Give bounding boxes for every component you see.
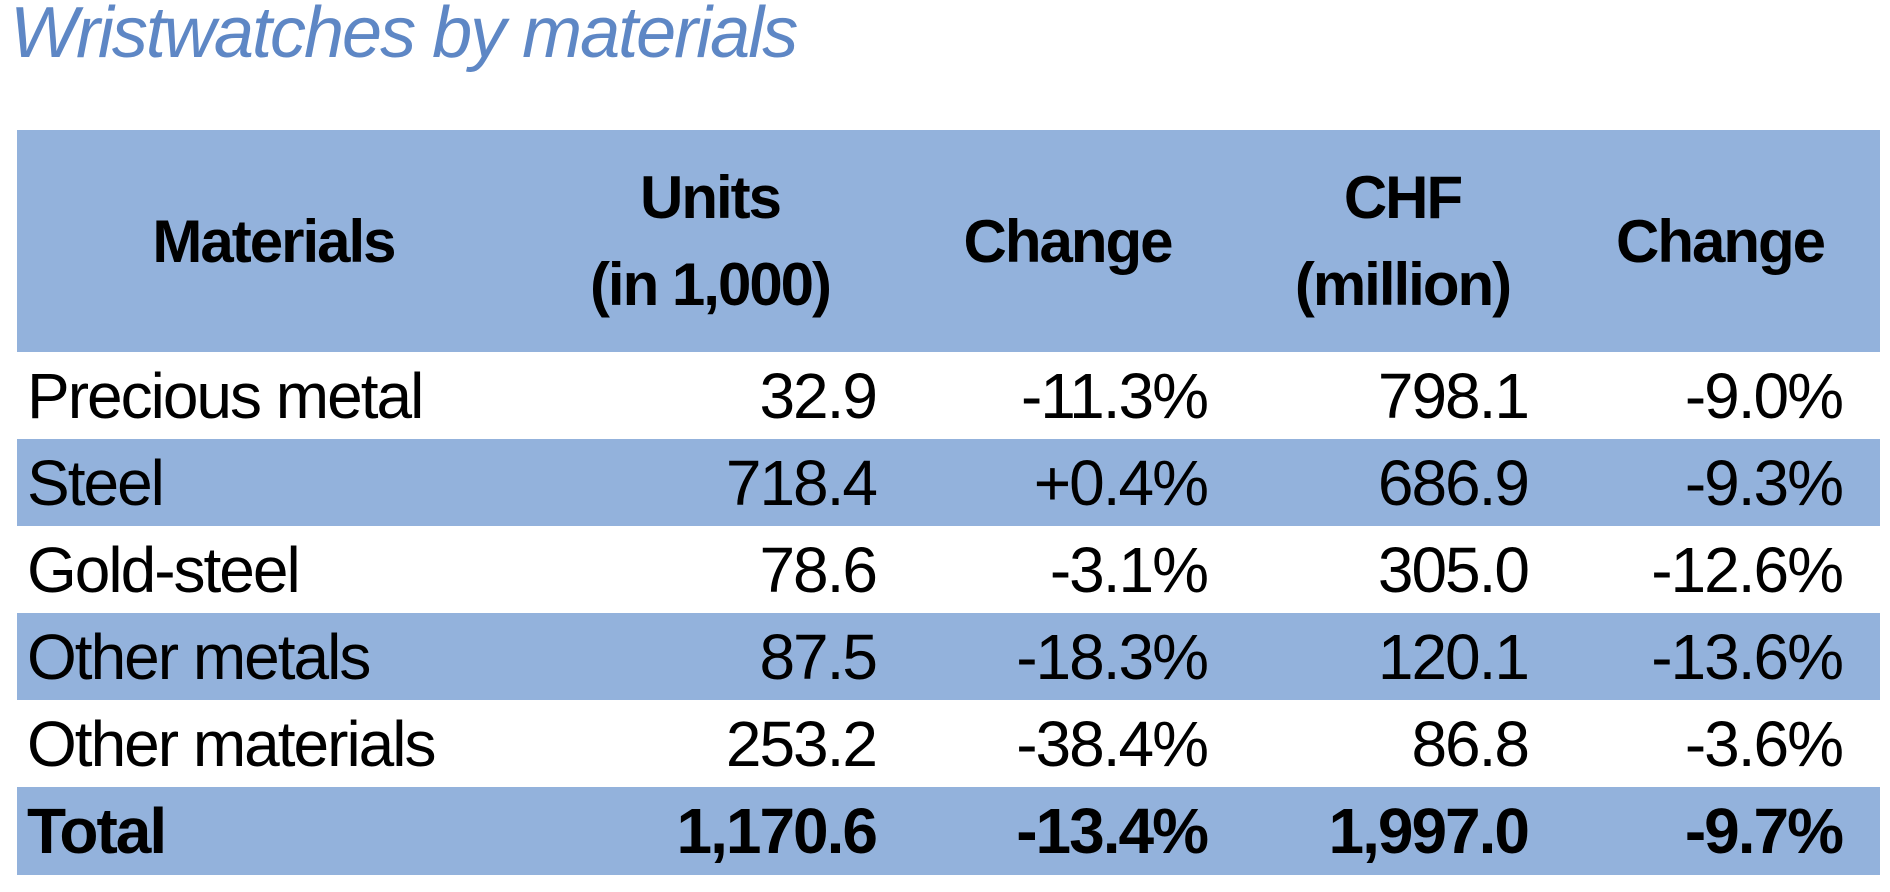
- table-row: Other metals 87.5 -18.3% 120.1 -13.6%: [17, 613, 1880, 700]
- cell-units: 87.5: [759, 620, 878, 693]
- cell-chf: 120.1: [1377, 620, 1530, 693]
- col-header-units-change: Change: [963, 207, 1173, 275]
- cell-units-change: -11.3%: [1020, 359, 1209, 432]
- cell-chf-change: -9.0%: [1684, 359, 1844, 432]
- cell-units: 718.4: [725, 446, 878, 519]
- cell-material: Precious metal: [27, 359, 424, 432]
- cell-material: Other materials: [27, 707, 436, 780]
- cell-chf: 686.9: [1377, 446, 1530, 519]
- col-header-chf: CHF (million): [1294, 164, 1512, 318]
- cell-units: 253.2: [725, 707, 878, 780]
- cell-material: Gold-steel: [27, 533, 301, 606]
- wristwatch-materials-table: Materials Units (in 1,000) Change CHF (m…: [17, 130, 1880, 875]
- table-header-row: Materials Units (in 1,000) Change CHF (m…: [17, 130, 1880, 352]
- table-row: Steel 718.4 +0.4% 686.9 -9.3%: [17, 439, 1880, 526]
- cell-chf: 798.1: [1377, 359, 1530, 432]
- page-title: Wristwatches by materials: [10, 0, 798, 73]
- cell-units-change: -18.3%: [1016, 620, 1209, 693]
- table-row: Other materials 253.2 -38.4% 86.8 -3.6%: [17, 700, 1880, 787]
- col-header-chf-change: Change: [1615, 207, 1826, 275]
- cell-chf-change: -13.6%: [1651, 620, 1844, 693]
- cell-units: 1,170.6: [676, 795, 878, 867]
- cell-units-change: -3.1%: [1049, 533, 1209, 606]
- cell-chf-change: -3.6%: [1684, 707, 1844, 780]
- cell-material: Other metals: [27, 620, 371, 693]
- table-row: Gold-steel 78.6 -3.1% 305.0 -12.6%: [17, 526, 1880, 613]
- cell-chf-change: -9.7%: [1684, 795, 1844, 867]
- cell-units-change: -38.4%: [1016, 707, 1209, 780]
- col-header-units: Units (in 1,000): [589, 164, 832, 318]
- cell-chf-change: -12.6%: [1651, 533, 1844, 606]
- table-total-row: Total 1,170.6 -13.4% 1,997.0 -9.7%: [17, 787, 1880, 875]
- cell-material: Steel: [27, 446, 165, 519]
- cell-chf: 1,997.0: [1328, 795, 1530, 867]
- table-row: Precious metal 32.9 -11.3% 798.1 -9.0%: [17, 352, 1880, 439]
- col-header-materials: Materials: [152, 207, 396, 275]
- cell-units: 78.6: [759, 533, 878, 606]
- cell-material: Total: [27, 795, 167, 867]
- cell-chf: 86.8: [1411, 707, 1530, 780]
- cell-units-change: +0.4%: [1033, 446, 1209, 519]
- cell-units-change: -13.4%: [1016, 795, 1209, 867]
- cell-chf-change: -9.3%: [1684, 446, 1844, 519]
- cell-units: 32.9: [759, 359, 878, 432]
- cell-chf: 305.0: [1377, 533, 1530, 606]
